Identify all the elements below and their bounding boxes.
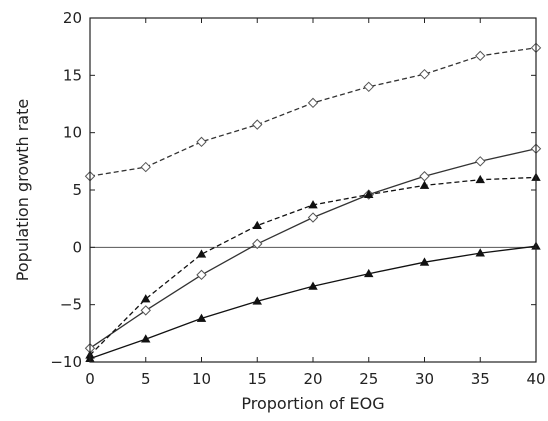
plot-frame [89, 17, 537, 363]
data-point-diamond [252, 238, 263, 250]
data-point-triangle [196, 313, 207, 322]
data-point-diamond [419, 171, 430, 182]
data-point-triangle [308, 281, 318, 290]
x-axis-label: Proportion of EOG [241, 394, 384, 413]
x-tick-label: 40 [526, 370, 545, 388]
data-point-diamond [475, 50, 486, 62]
data-point-diamond [307, 212, 319, 223]
y-tick-label: 5 [72, 181, 82, 199]
y-tick-label: −5 [60, 296, 82, 314]
data-point-triangle [141, 334, 151, 343]
data-point-triangle [308, 200, 318, 209]
data-point-triangle [252, 220, 262, 229]
data-point-diamond [140, 161, 151, 173]
data-point-triangle [475, 174, 485, 184]
y-tick-label: 0 [72, 238, 82, 256]
data-point-triangle [252, 296, 262, 305]
x-tick-label: 25 [359, 370, 378, 388]
series-line-2 [89, 148, 537, 349]
x-tick-label: 30 [415, 370, 434, 388]
y-axis-label: Population growth rate [13, 99, 32, 281]
data-point-triangle [419, 180, 430, 189]
x-tick-label: 35 [471, 370, 490, 388]
y-tick-label: −10 [50, 353, 82, 371]
y-tick-label: 20 [63, 9, 82, 27]
series-line-4 [89, 245, 537, 360]
series-line-1 [89, 47, 537, 177]
y-tick-label: 15 [63, 66, 82, 84]
data-point-diamond [196, 136, 207, 148]
x-tick-label: 5 [141, 370, 151, 388]
data-point-triangle [364, 268, 374, 278]
data-point-diamond [363, 81, 374, 93]
x-tick-label: 20 [303, 370, 322, 388]
data-point-diamond [419, 68, 430, 80]
x-tick-label: 10 [192, 370, 211, 388]
data-point-triangle [196, 249, 207, 258]
data-point-diamond [475, 156, 486, 167]
data-point-diamond [307, 97, 319, 109]
data-point-diamond [252, 119, 263, 130]
y-tick-label: 10 [63, 124, 82, 142]
data-point-diamond [140, 305, 151, 316]
data-point-triangle [364, 189, 374, 199]
data-point-triangle [475, 248, 485, 257]
x-tick-label: 0 [85, 370, 95, 388]
x-tick-label: 15 [248, 370, 267, 388]
data-point-triangle [141, 294, 151, 303]
data-point-diamond [196, 269, 207, 281]
data-point-triangle [419, 257, 430, 266]
